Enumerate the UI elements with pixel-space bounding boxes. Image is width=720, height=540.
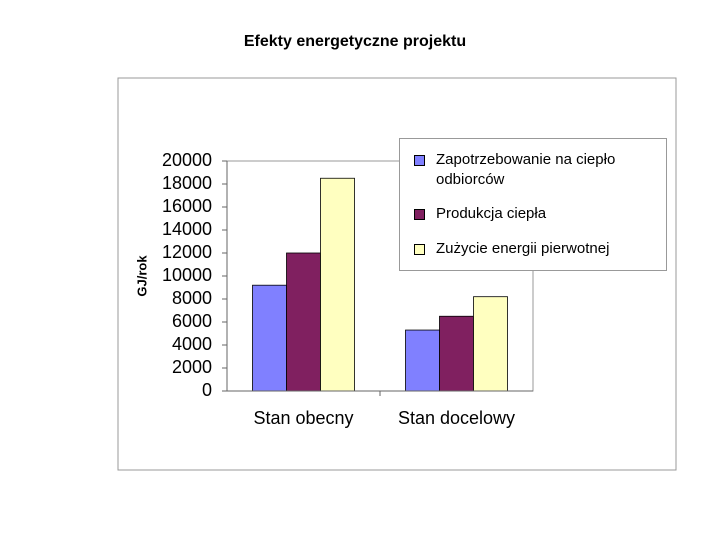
- y-axis-label: GJ/rok: [134, 255, 149, 297]
- legend-entry: Zapotrzebowanie na ciepło odbiorców: [414, 150, 658, 190]
- legend-entry: Zużycie energii pierwotnej: [414, 239, 658, 259]
- bar: [252, 284, 287, 392]
- y-tick-label: 12000: [162, 242, 212, 262]
- legend: Zapotrzebowanie na ciepło odbiorców Produ…: [399, 138, 667, 271]
- chart-title: Efekty energetyczne projektu: [244, 33, 466, 50]
- legend-swatch: [414, 243, 425, 255]
- y-tick-label: 10000: [162, 265, 212, 285]
- legend-swatch: [414, 155, 425, 167]
- y-tick-label: 2000: [172, 357, 212, 377]
- y-tick-label: 4000: [172, 334, 212, 354]
- legend-swatch: [414, 209, 425, 221]
- y-tick-label: 16000: [162, 196, 212, 216]
- y-tick-label: 8000: [172, 288, 212, 308]
- bar: [320, 177, 355, 392]
- y-tick-label: 18000: [162, 173, 212, 193]
- bar: [405, 329, 440, 392]
- legend-entry: Produkcja ciepła: [414, 204, 658, 224]
- bar: [473, 296, 508, 392]
- bar: [439, 315, 474, 392]
- bar: [286, 252, 321, 392]
- y-tick-label: 14000: [162, 219, 212, 239]
- y-tick-label: 6000: [172, 311, 212, 331]
- x-tick-label: Stan obecny: [253, 408, 353, 428]
- legend-label: Zapotrzebowanie na ciepło odbiorców: [436, 151, 616, 189]
- legend-label: Zużycie energii pierwotnej: [436, 239, 610, 257]
- y-tick-label: 0: [202, 380, 212, 400]
- legend-label: Produkcja ciepła: [436, 205, 547, 223]
- y-tick-label: 20000: [162, 150, 212, 170]
- x-tick-label: Stan docelowy: [398, 408, 515, 428]
